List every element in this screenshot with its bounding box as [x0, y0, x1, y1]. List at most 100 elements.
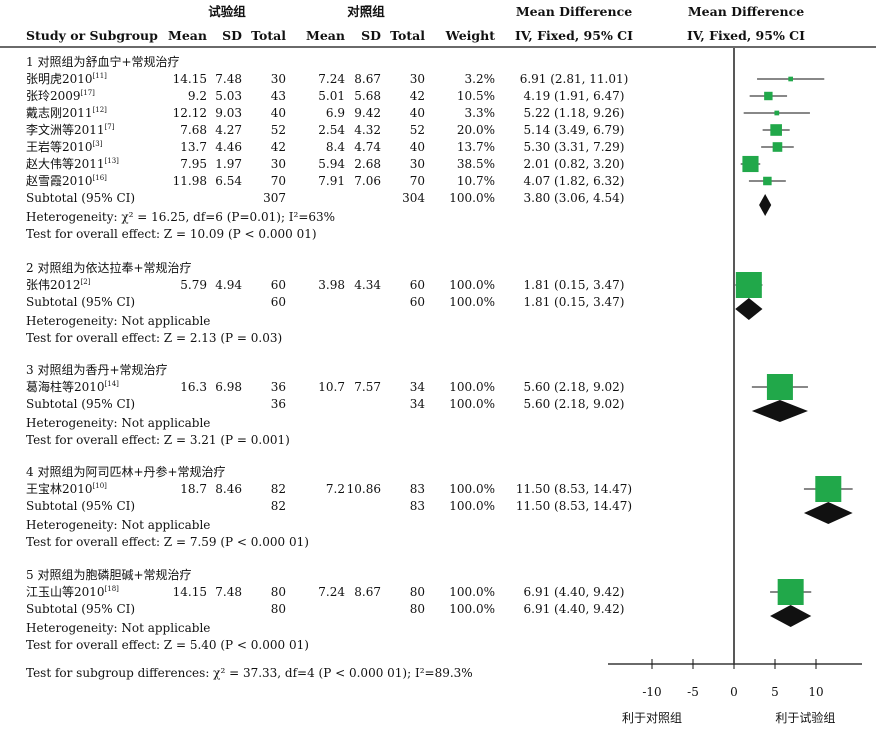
ctrl-sd-value: 4.34 [354, 278, 381, 292]
ctrl-sd-value: 8.67 [354, 72, 381, 86]
subtotal-exp-total: 82 [271, 499, 286, 513]
subtotal-label: Subtotal (95% CI) [26, 499, 135, 513]
study-effect-square [764, 91, 773, 101]
study-reference: [3] [93, 140, 103, 148]
ctrl-total-header: Total [390, 28, 425, 43]
study-name-text: 江玉山等2010 [26, 585, 105, 599]
weight-value: 13.7% [457, 140, 495, 154]
weight-value: 100.0% [449, 585, 495, 599]
study-reference: [7] [105, 123, 115, 131]
md-ci-value: 5.60 (2.18, 9.02) [524, 380, 625, 394]
exp-sd-value: 4.27 [215, 123, 242, 137]
ctrl-mean-value: 7.91 [318, 174, 345, 188]
study-reference: [2] [81, 278, 91, 286]
study-reference: [11] [93, 72, 108, 80]
x-axis-tick-label: 0 [730, 685, 738, 699]
ctrl-total-value: 52 [410, 123, 425, 137]
md-ci-value: 2.01 (0.82, 3.20) [524, 157, 625, 171]
plot-method-header: IV, Fixed, 95% CI [687, 28, 805, 43]
weight-value: 3.2% [465, 72, 496, 86]
study-name: 江玉山等2010[18] [26, 585, 119, 599]
ctrl-sd-value: 9.42 [354, 106, 381, 120]
weight-value: 38.5% [457, 157, 495, 171]
ctrl-mean-value: 7.2 [326, 482, 345, 496]
subtotal-exp-total: 60 [271, 295, 286, 309]
subtotal-ctrl-total: 34 [410, 397, 426, 411]
exp-mean-value: 5.79 [180, 278, 207, 292]
study-effect-square [742, 155, 759, 173]
ctrl-sd-value: 5.68 [354, 89, 381, 103]
ctrl-mean-value: 3.98 [318, 278, 345, 292]
study-reference: [13] [105, 157, 120, 165]
ctrl-sd-value: 7.06 [354, 174, 381, 188]
ctrl-mean-value: 5.94 [318, 157, 345, 171]
subgroup-title: 4 对照组为阿司匹林+丹参+常规治疗 [26, 464, 226, 479]
exp-sd-value: 7.48 [215, 585, 242, 599]
subtotal-exp-total: 36 [271, 397, 286, 411]
exp-sd-value: 8.46 [215, 482, 242, 496]
weight-header: Weight [445, 28, 496, 43]
exp-total-value: 42 [271, 140, 286, 154]
exp-mean-value: 12.12 [173, 106, 207, 120]
ctrl-total-value: 30 [410, 72, 425, 86]
study-effect-square [815, 476, 842, 502]
subtotal-exp-total: 307 [263, 191, 286, 205]
study-effect-square [774, 110, 780, 116]
subgroup-title: 5 对照组为胞磷胆碱+常规治疗 [26, 567, 192, 582]
subgroup-title: 3 对照组为香丹+常规治疗 [26, 362, 168, 377]
md-ci-value: 4.07 (1.82, 6.32) [524, 174, 625, 188]
study-name: 赵雪霞2010[16] [26, 174, 107, 188]
exp-mean-value: 14.15 [173, 585, 207, 599]
ctrl-mean-value: 10.7 [318, 380, 345, 394]
ctrl-sd-value: 2.68 [354, 157, 381, 171]
study-name-text: 王岩等2010 [26, 139, 93, 154]
subgroup-title: 2 对照组为依达拉奉+常规治疗 [26, 260, 192, 275]
exp-sd-value: 6.54 [215, 174, 242, 188]
heterogeneity-text: Heterogeneity: Not applicable [26, 621, 210, 635]
exp-total-value: 36 [271, 380, 286, 394]
overall-effect-text: Test for overall effect: Z = 10.09 (P < … [26, 227, 317, 241]
study-name: 张明虎2010[11] [26, 72, 107, 86]
ctrl-mean-value: 5.01 [318, 89, 345, 103]
weight-value: 10.7% [457, 174, 495, 188]
study-name-text: 赵雪霞2010 [26, 174, 93, 188]
study-column-header: Study or Subgroup [26, 28, 158, 43]
ctrl-total-value: 80 [410, 585, 425, 599]
weight-value: 3.3% [465, 106, 496, 120]
ctrl-mean-value: 2.54 [318, 123, 345, 137]
md-ci-value: 6.91 (4.40, 9.42) [524, 585, 625, 599]
weight-value: 100.0% [449, 482, 495, 496]
subtotal-ctrl-total: 83 [410, 499, 425, 513]
ctrl-sd-value: 4.32 [354, 123, 381, 137]
subtotal-diamond [751, 400, 808, 422]
ctrl-total-value: 70 [410, 174, 425, 188]
x-axis-tick-label: -10 [642, 685, 661, 699]
study-effect-square [763, 176, 772, 186]
study-name: 张玲2009[17] [26, 89, 95, 103]
subtotal-ci-value: 1.81 (0.15, 3.47) [524, 295, 625, 309]
subtotal-weight: 100.0% [449, 295, 495, 309]
study-name-text: 张伟2012 [26, 278, 81, 292]
study-name-text: 戴志刚2011 [26, 105, 93, 120]
md-ci-value: 5.14 (3.49, 6.79) [524, 123, 625, 137]
weight-value: 20.0% [457, 123, 495, 137]
exp-mean-value: 18.7 [180, 482, 207, 496]
exp-total-value: 82 [271, 482, 286, 496]
md-method-header: IV, Fixed, 95% CI [515, 28, 633, 43]
table-header: 试验组 对照组 Mean Difference Mean Difference … [26, 4, 805, 43]
ctrl-total-value: 40 [410, 106, 425, 120]
weight-value: 10.5% [457, 89, 495, 103]
subtotal-diamond [735, 298, 763, 320]
x-axis-tick-label: -5 [687, 685, 699, 699]
study-name: 李文洲等2011[7] [26, 122, 115, 137]
subtotal-label: Subtotal (95% CI) [26, 191, 135, 205]
exp-sd-value: 7.48 [215, 72, 242, 86]
overall-effect-text: Test for overall effect: Z = 2.13 (P = 0… [26, 331, 282, 345]
study-effect-square [766, 374, 793, 400]
study-name: 赵大伟等2011[13] [26, 157, 119, 171]
overall-effect-text: Test for overall effect: Z = 3.21 (P = 0… [26, 433, 290, 447]
ctrl-total-value: 60 [410, 278, 425, 292]
md-column-title: Mean Difference [516, 4, 632, 19]
